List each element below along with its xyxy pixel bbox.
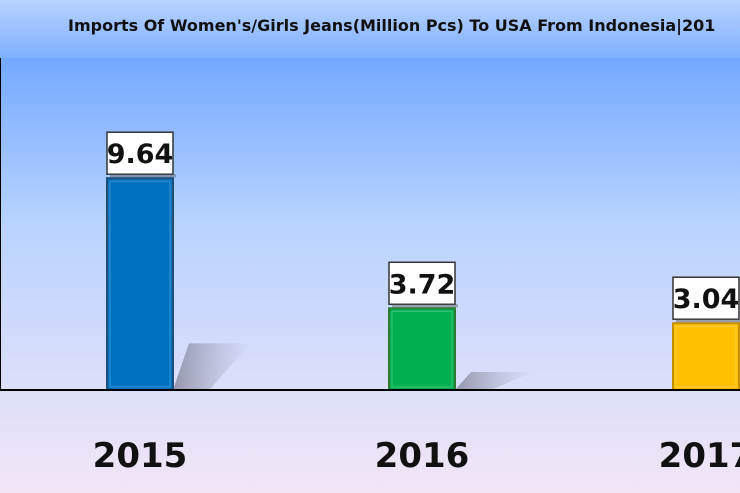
data-label-2017: 3.04 bbox=[673, 284, 740, 315]
bars bbox=[106, 177, 740, 392]
bar-2015 bbox=[106, 177, 174, 391]
bar-inner-edge bbox=[109, 180, 171, 388]
bar-2017 bbox=[672, 322, 740, 392]
data-label-box-shadow bbox=[392, 304, 458, 308]
data-labels: 9.64 3.72 3.04 bbox=[106, 131, 740, 323]
data-label-box-shadow bbox=[676, 319, 740, 323]
bar-shadow bbox=[455, 372, 533, 390]
bar-shadow bbox=[173, 343, 251, 390]
x-tick-2015: 2015 bbox=[93, 436, 188, 476]
bar-inner-edge bbox=[391, 310, 453, 388]
bar-inner-edge bbox=[675, 325, 737, 388]
data-label-2016: 3.72 bbox=[389, 269, 456, 300]
title-band bbox=[0, 0, 740, 58]
x-tick-2017: 2017 bbox=[659, 436, 740, 476]
data-label-box bbox=[672, 276, 740, 320]
data-label-box bbox=[106, 131, 174, 175]
x-tick-2016: 2016 bbox=[375, 436, 470, 476]
data-label-box-shadow bbox=[110, 174, 176, 178]
x-tick-labels: 2015 2016 2017 bbox=[93, 436, 740, 476]
chart-title: Imports Of Women's/Girls Jeans(Million P… bbox=[68, 16, 715, 36]
bar-2016 bbox=[388, 307, 456, 392]
data-label-2015: 9.64 bbox=[107, 139, 174, 170]
data-label-box bbox=[388, 261, 456, 306]
